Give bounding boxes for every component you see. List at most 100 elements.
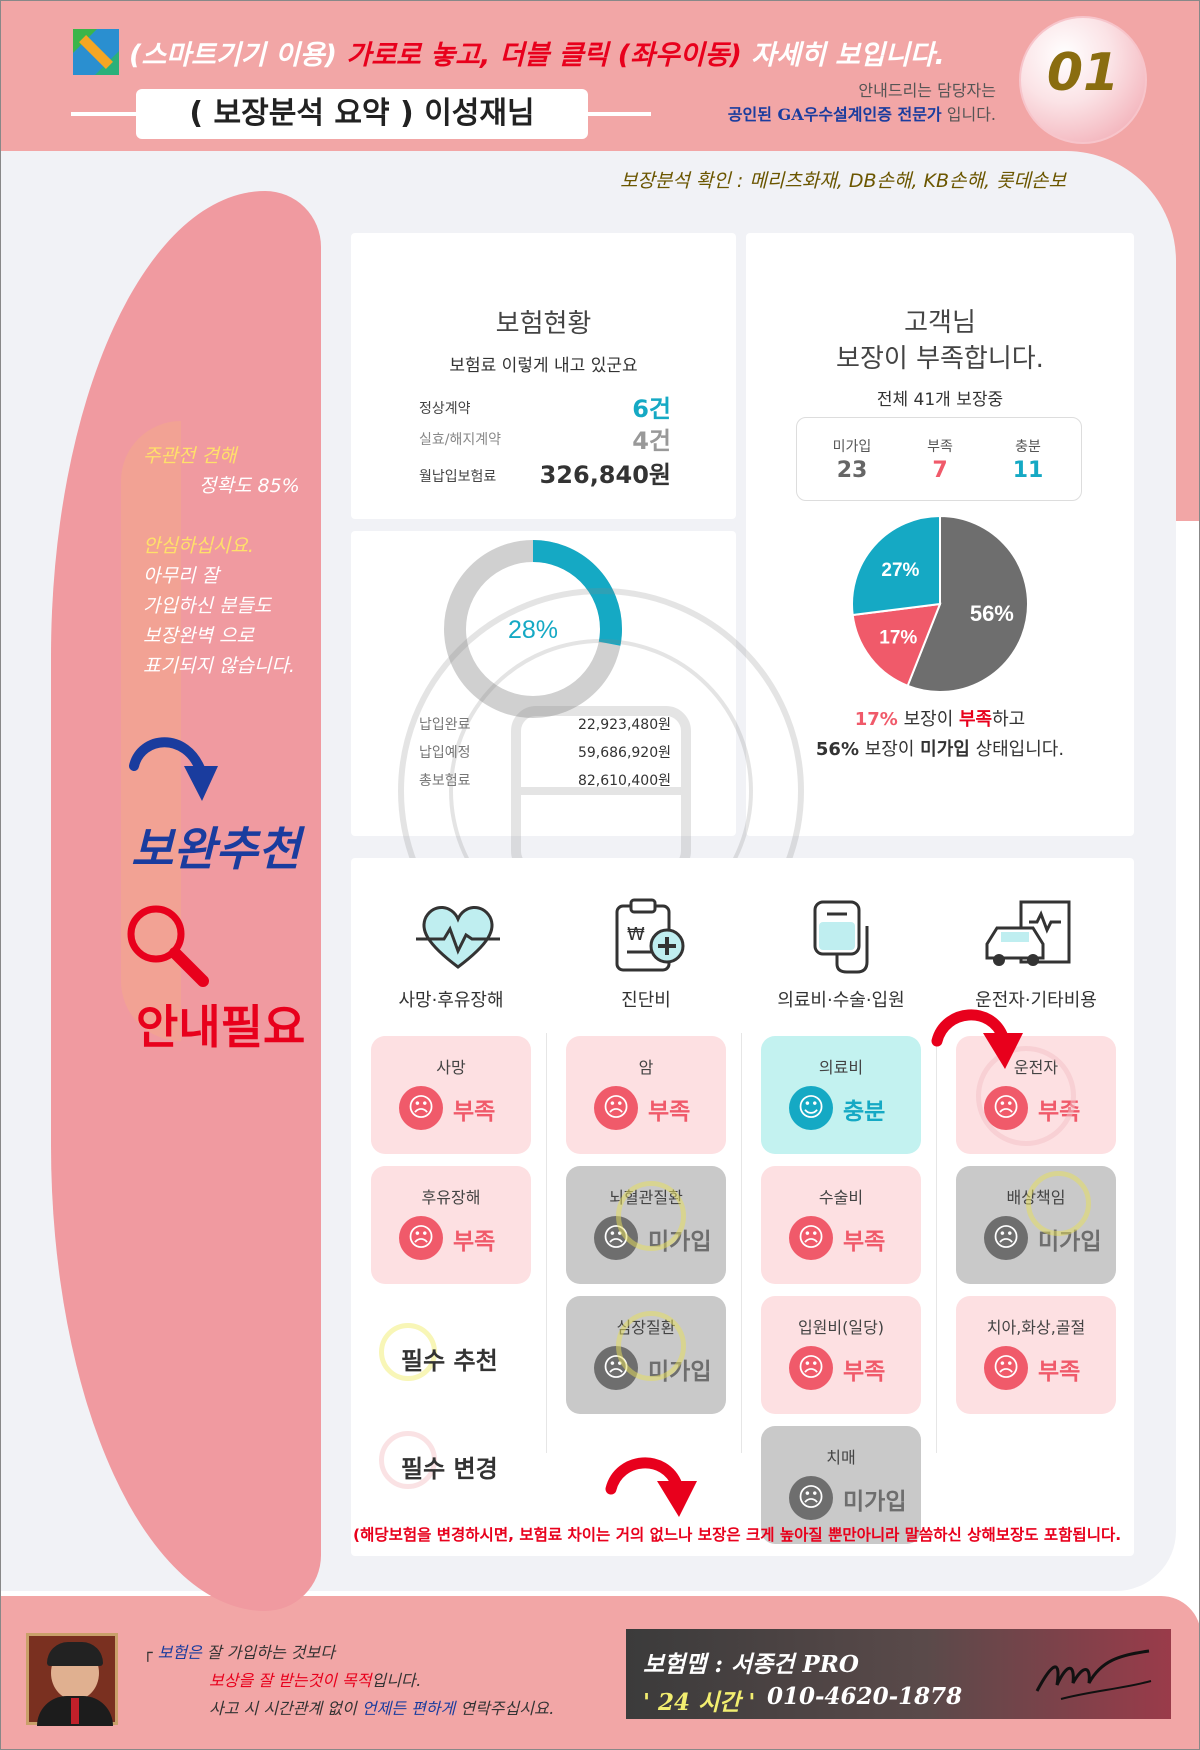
footer-l1-rest: 잘 가입하는 것보다 — [206, 1643, 335, 1662]
footer-l3-a: 사고 시 시간관계 없이 — [209, 1699, 357, 1718]
curved-arrow-red-icon — [605, 1457, 697, 1517]
total-value: 82,610,400원 — [577, 773, 671, 789]
reassure-text: 안심하십시요. 아무리 잘 가입하신 분들도 보장완벽 으로 표기되지 않습니다… — [143, 531, 295, 681]
lapsed-contract-label: 실효/해지계약 — [419, 432, 501, 448]
coverage-box-label: 암 — [638, 1058, 654, 1077]
guide-line-2-highlight: 공인된 GA우수설계인증 전문가 — [727, 105, 942, 124]
guide-line-2-rest: 입니다. — [946, 105, 996, 124]
payment-card: 28% 납입완료 납입예정 총보험료 22,923,480원 59,686,92… — [351, 531, 736, 836]
notice-highlight: 가로로 놓고, 더블 클릭 (좌우이동) — [346, 40, 742, 71]
coverage-box-status: 미가입 — [843, 1489, 907, 1515]
agent-phone[interactable]: 010-4620-1878 — [767, 1683, 963, 1710]
status-face-icon: ☹ — [984, 1346, 1028, 1390]
signature-icon — [1035, 1649, 1152, 1700]
summary-text-d: 보장이 — [864, 739, 915, 760]
coverage-box-medical-3[interactable]: 입원비(일당) ☹ 부족 — [761, 1296, 921, 1414]
footer-l2-rest: 입니다. — [371, 1671, 421, 1690]
coverage-box-status: 충분 — [843, 1099, 886, 1125]
total-label: 총보험료 — [419, 773, 471, 789]
stat-enough-value: 11 — [1012, 458, 1044, 483]
coverage-subtitle: 전체 41개 보장중 — [876, 390, 1004, 410]
status-face-icon: ☹ — [594, 1086, 638, 1130]
svg-text:₩: ₩ — [627, 924, 645, 945]
search-red-icon — [127, 905, 209, 987]
status-title: 보험현황 — [495, 309, 592, 339]
guide-line-1: 안내드리는 담당자는 — [858, 81, 996, 100]
recommend-label: 보완추천 — [131, 822, 301, 876]
coverage-box-driver-2[interactable]: 배상책임 ☹ 미가입 — [956, 1166, 1116, 1284]
pie-slice-short — [851, 602, 942, 688]
lens-overlay-heart — [616, 1311, 686, 1381]
coverage-card: 고객님 보장이 부족합니다. 전체 41개 보장중 미가입 23 부족 7 충분… — [746, 233, 1134, 836]
coverage-summary: 17% 보장이 부족하고 56% 보장이 미가입 상태입니다. — [746, 705, 1134, 765]
essential-change-label: 필수 변경 — [401, 1455, 498, 1483]
status-subtitle: 보험료 이렇게 내고 있군요 — [449, 356, 638, 376]
payment-donut-chart: 28% — [444, 540, 622, 718]
coverage-box-status: 부족 — [453, 1099, 496, 1125]
category-driver: 운전자·기타비용 — [975, 990, 1097, 1011]
car-icon — [985, 900, 1071, 966]
column-divider-3 — [936, 1033, 937, 1453]
reassure-line-3: 보장완벽 으로 — [143, 625, 254, 647]
page-title: ( 보장분석 요약 ) 이성재님 — [136, 89, 588, 139]
coverage-box-label: 치매 — [826, 1448, 856, 1467]
coverage-box-diagnosis-1[interactable]: 암 ☹ 부족 — [566, 1036, 726, 1154]
summary-short-pct: 17% — [854, 709, 898, 730]
coverage-box-medical-4[interactable]: 치매 ☹ 미가입 — [761, 1426, 921, 1544]
reassure-title: 안심하십시요. — [143, 535, 254, 557]
reassure-line-4: 표기되지 않습니다. — [143, 655, 295, 677]
coverage-box-label: 입원비(일당) — [797, 1318, 885, 1337]
stat-unsubscribed-label: 미가입 — [832, 439, 872, 455]
payment-labels: 납입완료 납입예정 총보험료 — [419, 711, 471, 795]
category-medical: 의료비·수술·입원 — [777, 990, 905, 1011]
agent-hours: ' 24 시간 ' — [643, 1689, 756, 1716]
pie-slice-unsubscribed — [906, 514, 1029, 693]
footer-l3-b: 연락주십시요. — [460, 1699, 554, 1718]
clipboard-icon: ₩ — [615, 898, 685, 972]
column-divider-1 — [546, 1033, 547, 1453]
status-face-icon: ☹ — [789, 1346, 833, 1390]
coverage-title-line-1: 고객님 — [904, 308, 976, 338]
coverage-box-death-2[interactable]: 후유장해 ☹ 부족 — [371, 1166, 531, 1284]
coverage-box-medical-1[interactable]: 의료비 ☺ 충분 — [761, 1036, 921, 1154]
agent-photo — [26, 1633, 118, 1726]
page-number: 01 — [1046, 43, 1120, 103]
summary-text-a: 보장이 — [903, 709, 954, 730]
status-face-icon: ☹ — [399, 1216, 443, 1260]
pie-slice-short-label: 17% — [879, 627, 917, 648]
status-face-icon: ☹ — [399, 1086, 443, 1130]
footer-l2-highlight: 보상을 잘 받는것이 목적 — [209, 1671, 372, 1690]
pie-slice-enough-label: 27% — [881, 560, 919, 581]
insurance-status-card: 보험현황 보험료 이렇게 내고 있군요 정상계약 6건 실효/해지계약 4건 월… — [351, 233, 736, 519]
monthly-premium-value: 326,840원 — [539, 461, 671, 489]
coverage-box-medical-2[interactable]: 수술비 ☹ 부족 — [761, 1166, 921, 1284]
monthly-premium-label: 월납입보험료 — [419, 469, 497, 485]
coverage-box-status: 부족 — [843, 1359, 886, 1385]
stat-unsubscribed-value: 23 — [836, 458, 868, 483]
footer-l3-highlight: 언제든 편하게 — [361, 1699, 456, 1718]
reassure-line-1: 아무리 잘 — [143, 565, 219, 587]
summary-unsub-pct: 56% — [815, 739, 859, 760]
coverage-box-driver-3[interactable]: 치아,화상,골절 ☹ 부족 — [956, 1296, 1116, 1414]
coverage-box-label: 사망 — [436, 1058, 466, 1077]
donut-percent-label: 28% — [508, 616, 558, 644]
accuracy-line-2: 정확도 85% — [199, 475, 300, 497]
agent-name: 보험맵 : 서종건 PRO — [643, 1651, 859, 1678]
app-logo-icon — [73, 29, 119, 75]
coverage-box-label: 수술비 — [818, 1188, 864, 1207]
change-notice: (해당보험을 변경하시면, 보험료 차이는 거의 없느나 보장은 크게 높아질 … — [353, 1526, 1122, 1544]
lens-overlay-brain — [616, 1181, 686, 1251]
coverage-box-label: 의료비 — [818, 1058, 864, 1077]
coverage-stats-box: 미가입 23 부족 7 충분 11 — [796, 417, 1082, 501]
status-face-icon: ☹ — [984, 1216, 1028, 1260]
coverage-box-status: 부족 — [453, 1229, 496, 1255]
reassure-line-2: 가입하신 분들도 — [143, 595, 272, 617]
heart-pulse-icon — [416, 906, 500, 969]
coverage-box-status: 부족 — [843, 1229, 886, 1255]
side-panel — [51, 191, 321, 1611]
scheduled-value: 59,686,920원 — [577, 745, 671, 761]
summary-unsub-word: 미가입 — [920, 739, 970, 760]
coverage-box-death-1[interactable]: 사망 ☹ 부족 — [371, 1036, 531, 1154]
insurers-list: 보장분석 확인 : 메리츠화재, DB손해, KB손해, 롯데손보 — [619, 170, 1066, 192]
coverage-box-label: 후유장해 — [421, 1188, 481, 1207]
